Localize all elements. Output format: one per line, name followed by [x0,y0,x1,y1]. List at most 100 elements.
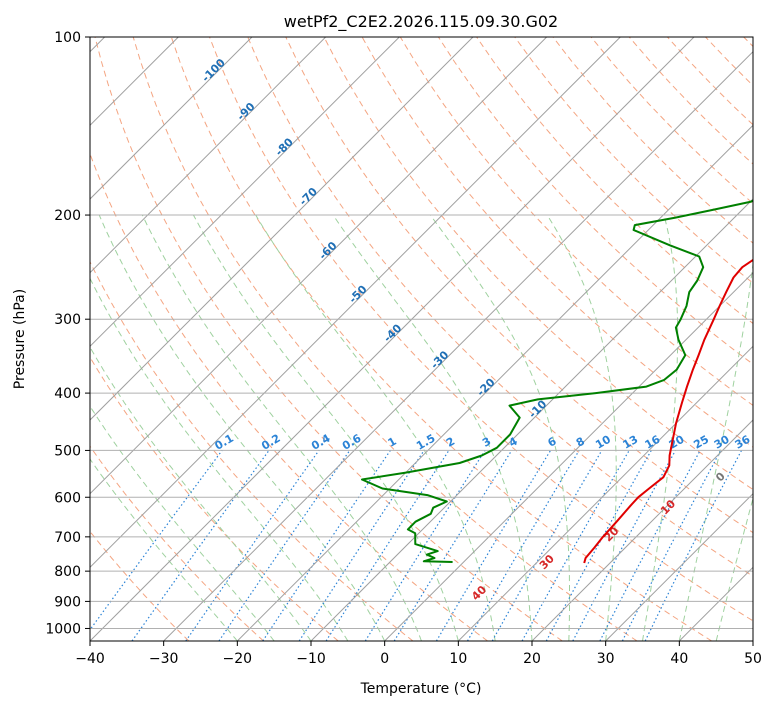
dry-adiabat-line [94,37,563,641]
mixing-ratio-line [599,450,701,641]
mixing-ratio-line [262,450,391,641]
x-tick-label: −20 [223,651,253,667]
moist-adiabat-line [90,405,275,641]
isotherm-line [90,37,474,421]
y-tick-label: 500 [54,443,81,459]
plot-frame [89,36,754,642]
moist-adiabat-label: 30 [537,552,557,572]
mixing-ratio-line [521,450,630,641]
isotherm-line [605,492,753,641]
mixing-ratio-line [393,450,513,641]
x-axis: −40 −30 −20 −10 0 10 20 30 40 50 [75,641,762,667]
isotherm-line [384,271,753,641]
isotherm-label: -90 [234,100,257,123]
isotherm-label: -50 [346,283,369,306]
y-tick-label: 1000 [45,621,81,637]
isotherm-label: -100 [199,56,228,85]
mixing-ratio-line [621,450,722,641]
dry-adiabat-line [90,530,190,641]
x-tick-label: −40 [75,651,105,667]
moist-adiabat-line [429,214,571,641]
dry-adiabat-line [170,37,712,641]
mixing-ratio-line [298,450,425,641]
dry-adiabat-line [90,152,488,641]
mixing-ratio-line [364,450,486,641]
isotherm-line [90,37,695,641]
mixing-ratio-line [644,450,743,641]
dry-adiabat-line [705,37,753,87]
y-tick-label: 700 [54,530,81,546]
isotherm-line [90,37,400,348]
isotherm-line [163,50,753,641]
x-tick-label: 50 [744,651,762,667]
moist-adiabat-line [332,214,533,641]
x-axis-title: Temperature (°C) [360,681,482,697]
mixing-ratio-line [466,450,580,641]
y-axis: 100 200 300 400 500 600 700 800 900 1000 [45,30,90,637]
mixing-ratio-label: 0.2 [259,432,282,453]
x-tick-label: 20 [523,651,541,667]
dry-adiabat-line [476,37,753,325]
isotherm-line [236,124,753,641]
mixing-ratio-line [185,450,320,641]
y-axis-title: Pressure (hPa) [12,289,28,389]
isotherm-label: -60 [316,239,339,262]
dewpoint-line [361,199,753,563]
dry-adiabat-line [209,37,753,622]
mixing-ratio-label: 1.5 [414,432,437,453]
mixing-ratio-label: 2 [444,435,457,450]
isotherm-line [678,566,753,641]
dry-adiabat-line [285,37,753,534]
moist-adiabat-label: 0 [713,470,728,485]
dry-adiabat-line [90,445,264,641]
dry-adiabat-line [514,37,753,284]
temperature-line [583,258,753,564]
isotherm-label: -70 [297,185,320,208]
y-tick-label: 900 [54,594,81,610]
mixing-ratio-line [325,450,450,641]
dry-adiabat-line [323,37,753,491]
y-tick-label: 300 [54,312,81,328]
moist-adiabat-line [90,458,238,641]
mixing-ratio-line [90,450,223,631]
dry-adiabat-line [247,37,753,577]
mixing-ratio-line [435,450,552,641]
mixing-ratio-label: 6 [545,434,558,449]
x-tick-label: 40 [670,651,688,667]
x-tick-label: −10 [296,651,326,667]
x-tick-label: 10 [449,651,467,667]
dry-adiabat-line [132,37,638,641]
dry-adiabat-line [90,260,414,641]
dry-adiabat-line [743,37,753,48]
mixing-ratio-label: 30 [712,433,732,452]
dry-adiabat-line [667,37,753,126]
moist-adiabat-line [141,214,422,641]
mixing-ratio-label: 20 [667,433,687,452]
isotherm-line [90,37,548,495]
mixing-ratio-label: 10 [593,433,613,452]
series-group [361,199,753,564]
isotherm-label: -40 [381,321,404,344]
moist-adiabat-line [678,260,753,641]
moist-adiabat-label: 10 [658,497,678,517]
dry-adiabat-line [590,37,753,205]
moist-adiabat-line [546,214,617,641]
x-tick-label: 30 [597,651,615,667]
moist-adiabat-line [192,214,459,641]
mixing-ratio-label: 1 [386,435,399,450]
mixing-ratio-line [545,450,652,641]
y-tick-label: 200 [54,208,81,224]
chart-title: wetPf2_C2E2.2026.115.09.30.G02 [284,12,558,32]
moist-adiabat-line [90,346,312,641]
mixing-ratio-label: 13 [621,433,641,452]
moist-adiabat-line [642,214,679,641]
grid-lines [90,37,753,641]
x-tick-label: 0 [380,651,389,667]
isotherm-line [457,345,753,641]
dry-adiabat-line [552,37,753,244]
isotherm-line [90,37,327,274]
isotherm-line [531,419,753,641]
isotherm-label: -80 [273,135,296,158]
dry-adiabat-line [90,356,339,641]
mixing-ratio-label: 16 [643,433,663,452]
